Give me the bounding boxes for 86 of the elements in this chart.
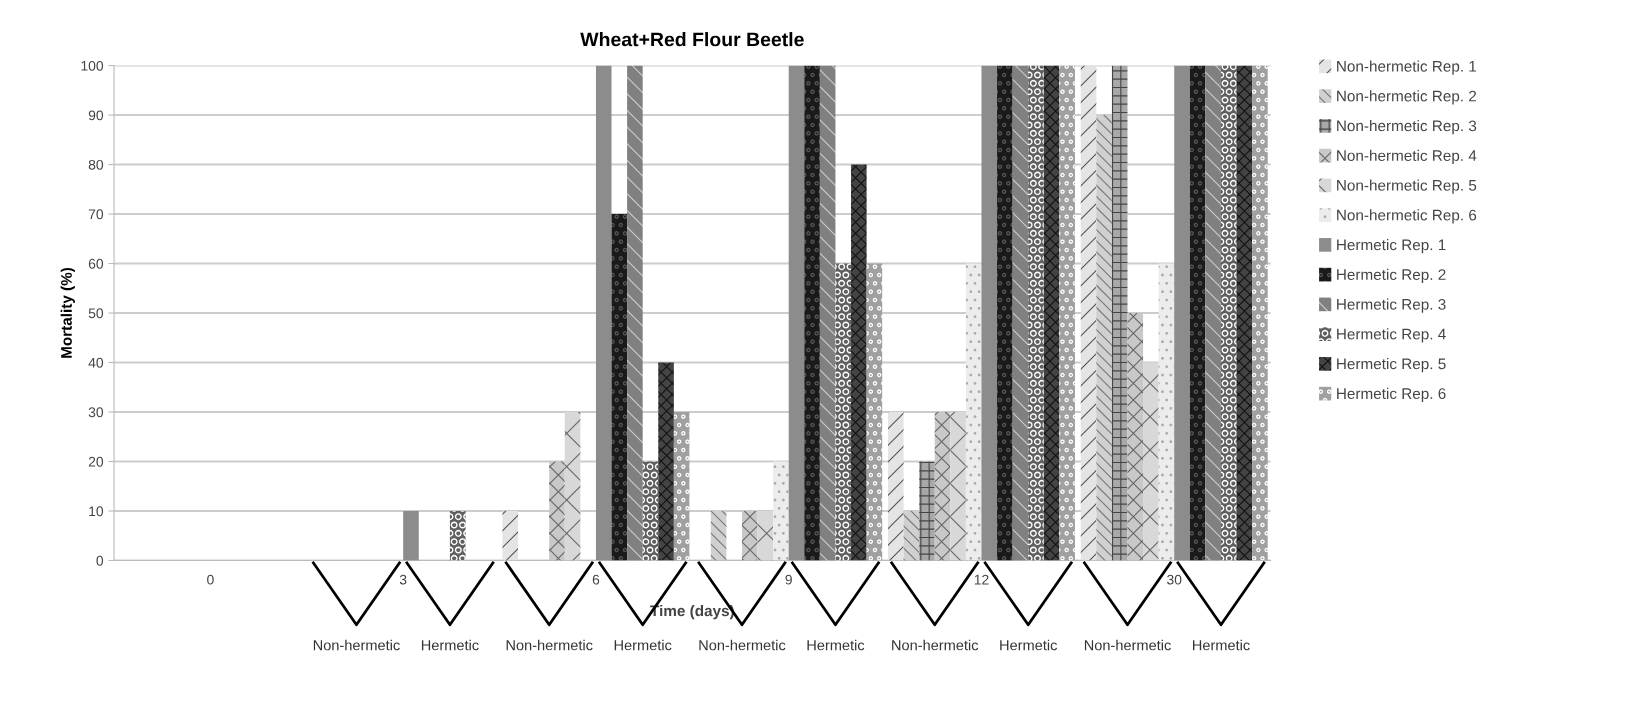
text: Hermetic [1000,639,1057,651]
text: Non-hermetic [892,639,979,651]
bar [788,65,805,561]
legend-label: Hermetic Rep. 5 [1337,358,1446,373]
bar [757,510,774,561]
legend-label: Hermetic Rep. 1 [1337,239,1446,254]
x-tick-label: 3 [399,574,407,585]
y-tick-label: 10 [89,506,104,517]
text: Non-hermetic [1084,639,1171,651]
legend-label: Non-hermetic Rep. 3 [1337,120,1477,135]
bar [741,510,758,561]
bar [1236,65,1253,561]
x-tick-label: 0 [207,574,214,585]
bar [1189,65,1206,561]
y-axis-title: Mortality (%) [60,267,75,358]
bar [673,412,690,561]
bar [919,461,935,561]
bar [819,65,836,561]
bar [1111,65,1128,561]
bar [1096,115,1112,561]
bar [642,461,659,561]
bar [710,510,727,561]
bar [804,65,820,561]
legend-label: Non-hermetic Rep. 2 [1337,90,1477,105]
y-tick-label: 20 [88,456,104,467]
bar [903,510,920,561]
y-tick-label: 30 [88,407,104,418]
bar [564,412,581,561]
bar [887,412,904,561]
bar [1205,65,1221,561]
legend-label: Hermetic Rep. 2 [1337,268,1446,284]
bar [934,412,951,561]
bar [1059,65,1075,561]
bar [835,263,852,561]
y-tick-label: 60 [88,258,104,269]
bar [950,412,966,561]
x-tick-label: 9 [785,574,792,585]
bar [773,461,789,561]
y-tick-label: 50 [88,308,104,319]
bar [1174,65,1190,561]
y-tick-label: 0 [96,555,104,566]
bar [1220,65,1237,561]
bar [658,362,674,561]
bar [1043,65,1060,561]
y-tick-label: 90 [88,110,104,121]
chart-title: Wheat+Red Flour Beetle [580,32,804,47]
bar [997,65,1013,561]
legend-label: Non-hermetic Rep. 5 [1337,179,1477,194]
bar [549,461,565,561]
bar [595,65,612,561]
text: Non-hermetic [699,639,786,651]
y-tick-label: 40 [88,357,104,368]
legend-label: Hermetic Rep. 4 [1337,328,1446,343]
x-tick-label: 12 [974,574,989,585]
bar [981,65,998,561]
bar [449,510,466,561]
text: Hermetic [1193,639,1250,651]
bar [851,164,867,561]
bar [1012,65,1029,561]
bar [1252,65,1268,561]
bar [627,65,643,561]
bar [1028,65,1044,561]
bar [965,263,982,561]
y-tick-label: 70 [88,209,104,220]
bar [1143,362,1159,561]
x-tick-label: 30 [1167,574,1182,585]
text: Hermetic [614,639,672,651]
legend-label: Non-hermetic Rep. 1 [1337,60,1477,75]
y-tick-label: 80 [88,159,104,170]
legend-label: Non-hermetic Rep. 6 [1337,209,1477,224]
x-tick-label: 6 [592,574,600,585]
bar [1080,65,1097,561]
legend-label: Hermetic Rep. 3 [1337,298,1446,313]
text: Hermetic [421,639,479,651]
text: Non-hermetic [506,639,593,651]
y-tick-label: 100 [81,60,104,71]
text: Hermetic [807,639,865,651]
bar [1158,263,1175,561]
text: Non-hermetic [313,639,400,651]
bar [866,263,883,561]
legend-label: Non-hermetic Rep. 4 [1337,149,1477,165]
bar [502,510,519,561]
bar [403,510,419,561]
bar [1127,313,1144,561]
bar [611,214,628,561]
legend-label: Hermetic Rep. 6 [1337,387,1446,403]
